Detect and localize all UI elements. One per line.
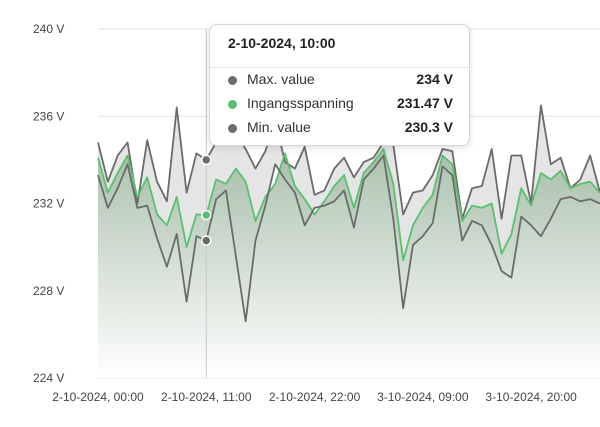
tooltip-divider	[210, 67, 469, 68]
min-max-band	[98, 105, 600, 322]
input-dot-icon	[228, 100, 237, 109]
y-tick-label: 240 V	[33, 22, 64, 36]
input-point-marker	[201, 209, 212, 221]
tooltip-row-value: 231.47 V	[396, 95, 453, 111]
max-dot-icon	[228, 76, 237, 85]
tooltip-row-max: Max. value 234 V	[228, 71, 453, 91]
y-tick-label: 224 V	[33, 371, 64, 385]
tooltip-row-label: Min. value	[247, 119, 311, 135]
min-series-line	[97, 154, 600, 323]
max-series-line	[97, 104, 600, 220]
tooltip-row-value: 234 V	[416, 71, 453, 87]
y-tick-label: 232 V	[33, 197, 64, 211]
tooltip-row-label: Max. value	[247, 71, 315, 87]
tooltip-row-min: Min. value 230.3 V	[228, 119, 453, 139]
x-tick-label: 2-10-2024, 11:00	[161, 390, 252, 404]
min-dot-icon	[228, 124, 237, 133]
min-point-marker	[201, 235, 212, 246]
tooltip-row-value: 230.3 V	[404, 119, 453, 135]
max-point-marker	[201, 154, 212, 166]
tooltip: 2-10-2024, 10:00 Max. value 234 V Ingang…	[209, 24, 470, 146]
tooltip-title: 2-10-2024, 10:00	[228, 35, 336, 51]
x-tick-label: 3-10-2024, 09:00	[377, 390, 469, 404]
x-tick-label: 2-10-2024, 00:00	[52, 390, 144, 404]
tooltip-row-input: Ingangsspanning 231.47 V	[228, 95, 453, 115]
x-tick-label: 2-10-2024, 22:00	[269, 390, 361, 404]
y-tick-label: 228 V	[33, 284, 64, 298]
tooltip-row-label: Ingangsspanning	[247, 95, 354, 111]
y-tick-label: 236 V	[33, 109, 64, 123]
input-series-line	[97, 148, 600, 262]
x-tick-label: 3-10-2024, 20:00	[485, 390, 577, 404]
